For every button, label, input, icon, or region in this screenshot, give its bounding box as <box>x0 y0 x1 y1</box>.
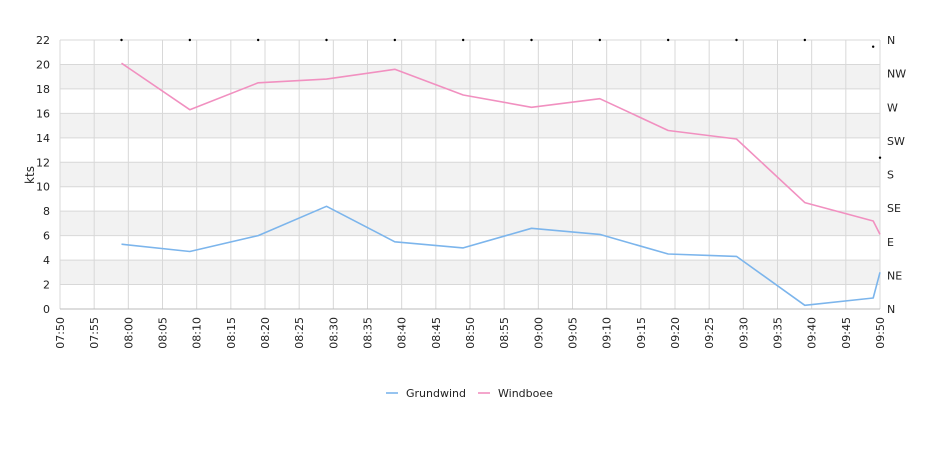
y-tick-label: 2 <box>43 279 50 292</box>
right-tick-label: SE <box>887 202 901 215</box>
x-axis-ticks: 07:50 07:55 08:00 08:05 08:10 08:15 08:20 08:25… <box>54 317 887 349</box>
y-tick-label: 6 <box>43 230 50 243</box>
x-tick-label: 08:45 <box>430 317 443 349</box>
direction-point <box>461 38 465 42</box>
direction-point <box>598 38 602 42</box>
direction-point <box>393 38 397 42</box>
x-tick-label: 09:25 <box>703 317 716 349</box>
direction-point <box>256 38 260 42</box>
series-line-grundwind <box>121 205 881 307</box>
x-tick-label: 09:15 <box>635 317 648 349</box>
left-axis-ticks: 0 2 4 6 8 10 12 14 16 18 20 22 <box>36 34 50 316</box>
y-tick-label: 22 <box>36 34 50 47</box>
direction-point <box>188 38 192 42</box>
x-tick-label: 08:05 <box>157 317 170 349</box>
direction-point <box>120 38 123 42</box>
right-tick-label: S <box>887 169 894 182</box>
right-tick-label: N <box>887 303 895 316</box>
legend[interactable]: Grundwind Windboee <box>386 387 553 400</box>
x-tick-label: 08:15 <box>225 317 238 349</box>
direction-point <box>735 38 738 42</box>
y-tick-label: 14 <box>36 132 50 145</box>
x-tick-label: 09:20 <box>669 317 682 349</box>
x-tick-label: 07:55 <box>88 317 101 349</box>
x-tick-label: 08:10 <box>191 317 204 349</box>
x-tick-label: 08:40 <box>396 317 409 349</box>
legend-item-grundwind[interactable]: Grundwind <box>386 387 466 400</box>
y-tick-label: 4 <box>43 254 50 267</box>
x-tick-label: 08:20 <box>259 317 272 349</box>
y-tick-label: 0 <box>43 303 50 316</box>
direction-point <box>325 38 328 42</box>
x-tick-label: 08:55 <box>498 317 511 349</box>
direction-point <box>666 38 670 42</box>
direction-point <box>871 45 875 48</box>
right-tick-label: NE <box>887 269 902 282</box>
x-tick-label: 07:50 <box>54 317 67 349</box>
vertical-gridlines <box>59 40 881 309</box>
y-axis-title: kts <box>23 166 37 184</box>
y-tick-label: 18 <box>36 83 50 96</box>
x-tick-label: 08:25 <box>293 317 306 349</box>
x-tick-label: 09:50 <box>874 317 887 349</box>
x-tick-label: 08:35 <box>362 317 375 349</box>
x-tick-label: 08:00 <box>122 317 135 349</box>
x-tick-label: 09:40 <box>806 317 819 349</box>
horizontal-gridlines <box>60 39 880 310</box>
series-lines <box>121 62 881 307</box>
x-tick-label: 09:30 <box>737 317 750 349</box>
right-tick-label: W <box>887 101 898 114</box>
right-axis-ticks: N NE E SE S SW W NW N <box>887 34 906 316</box>
x-tick-label: 08:30 <box>327 317 340 349</box>
direction-point <box>803 38 807 42</box>
y-tick-label: 8 <box>43 205 50 218</box>
x-tick-label: 09:45 <box>840 317 853 349</box>
y-tick-label: 10 <box>36 181 50 194</box>
right-tick-label: E <box>887 236 894 249</box>
x-tick-label: 09:00 <box>532 317 545 349</box>
right-tick-label: NW <box>887 68 906 81</box>
x-tick-label: 08:50 <box>464 317 477 349</box>
right-tick-label: N <box>887 34 895 47</box>
y-tick-label: 12 <box>36 156 50 169</box>
series-line-windboee <box>121 62 881 235</box>
y-tick-label: 20 <box>36 58 50 71</box>
x-tick-label: 09:35 <box>772 317 785 349</box>
legend-label: Grundwind <box>406 387 466 400</box>
right-tick-label: SW <box>887 135 905 148</box>
legend-label: Windboee <box>498 387 553 400</box>
legend-item-windboee[interactable]: Windboee <box>478 387 553 400</box>
direction-point <box>530 38 533 42</box>
direction-markers <box>120 38 882 159</box>
direction-point <box>878 156 882 159</box>
x-tick-label: 09:05 <box>567 317 580 349</box>
y-tick-label: 16 <box>36 107 50 120</box>
x-tick-label: 09:10 <box>601 317 614 349</box>
